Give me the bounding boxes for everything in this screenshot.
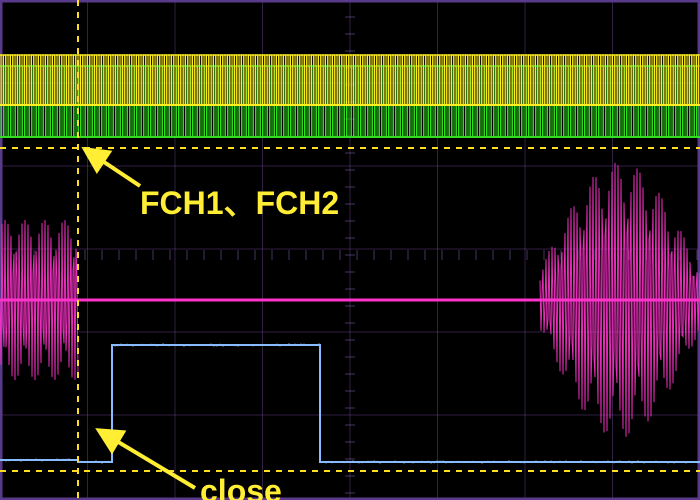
oscilloscope-display: FCH1、FCH2 close bbox=[0, 0, 700, 500]
arrow-fch-icon bbox=[86, 150, 140, 186]
annotation-arrows bbox=[0, 0, 700, 500]
arrow-close-icon bbox=[100, 431, 195, 488]
